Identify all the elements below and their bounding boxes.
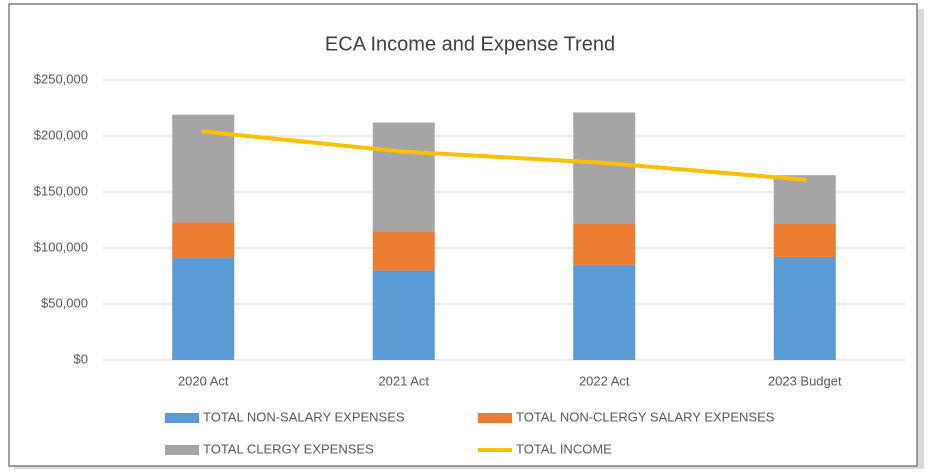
bar-segment: [573, 112, 636, 224]
y-tick-label: $250,000: [34, 71, 88, 86]
legend-swatch: [165, 445, 199, 455]
bar-segment: [372, 270, 435, 360]
legend-label: TOTAL INCOME: [516, 441, 612, 456]
x-tick-label: 2023 Budget: [768, 373, 842, 388]
legend-label: TOTAL NON-CLERGY SALARY EXPENSES: [516, 409, 775, 424]
bar-segment: [773, 175, 836, 224]
bar-segment: [773, 256, 836, 360]
y-tick-label: $150,000: [34, 183, 88, 198]
bar-segment: [372, 231, 435, 271]
y-tick-label: $100,000: [34, 239, 88, 254]
bar-segment: [172, 222, 235, 259]
bar-segment: [172, 258, 235, 360]
bar-segment: [773, 223, 836, 257]
chart-title: ECA Income and Expense Trend: [325, 33, 615, 55]
x-tick-label: 2020 Act: [178, 373, 229, 388]
bar-segment: [372, 122, 435, 232]
y-tick-label: $0: [74, 351, 88, 366]
legend-swatch: [165, 413, 199, 423]
chart-frame: [8, 3, 918, 467]
bar-segment: [573, 223, 636, 265]
legend-swatch: [478, 413, 512, 423]
y-tick-label: $50,000: [41, 295, 88, 310]
y-tick-label: $200,000: [34, 127, 88, 142]
x-tick-label: 2022 Act: [579, 373, 630, 388]
bar-segment: [573, 264, 636, 360]
line-series: [201, 129, 807, 182]
x-tick-label: 2021 Act: [378, 373, 429, 388]
legend-label: TOTAL CLERGY EXPENSES: [203, 441, 374, 456]
legend-label: TOTAL NON-SALARY EXPENSES: [203, 409, 405, 424]
